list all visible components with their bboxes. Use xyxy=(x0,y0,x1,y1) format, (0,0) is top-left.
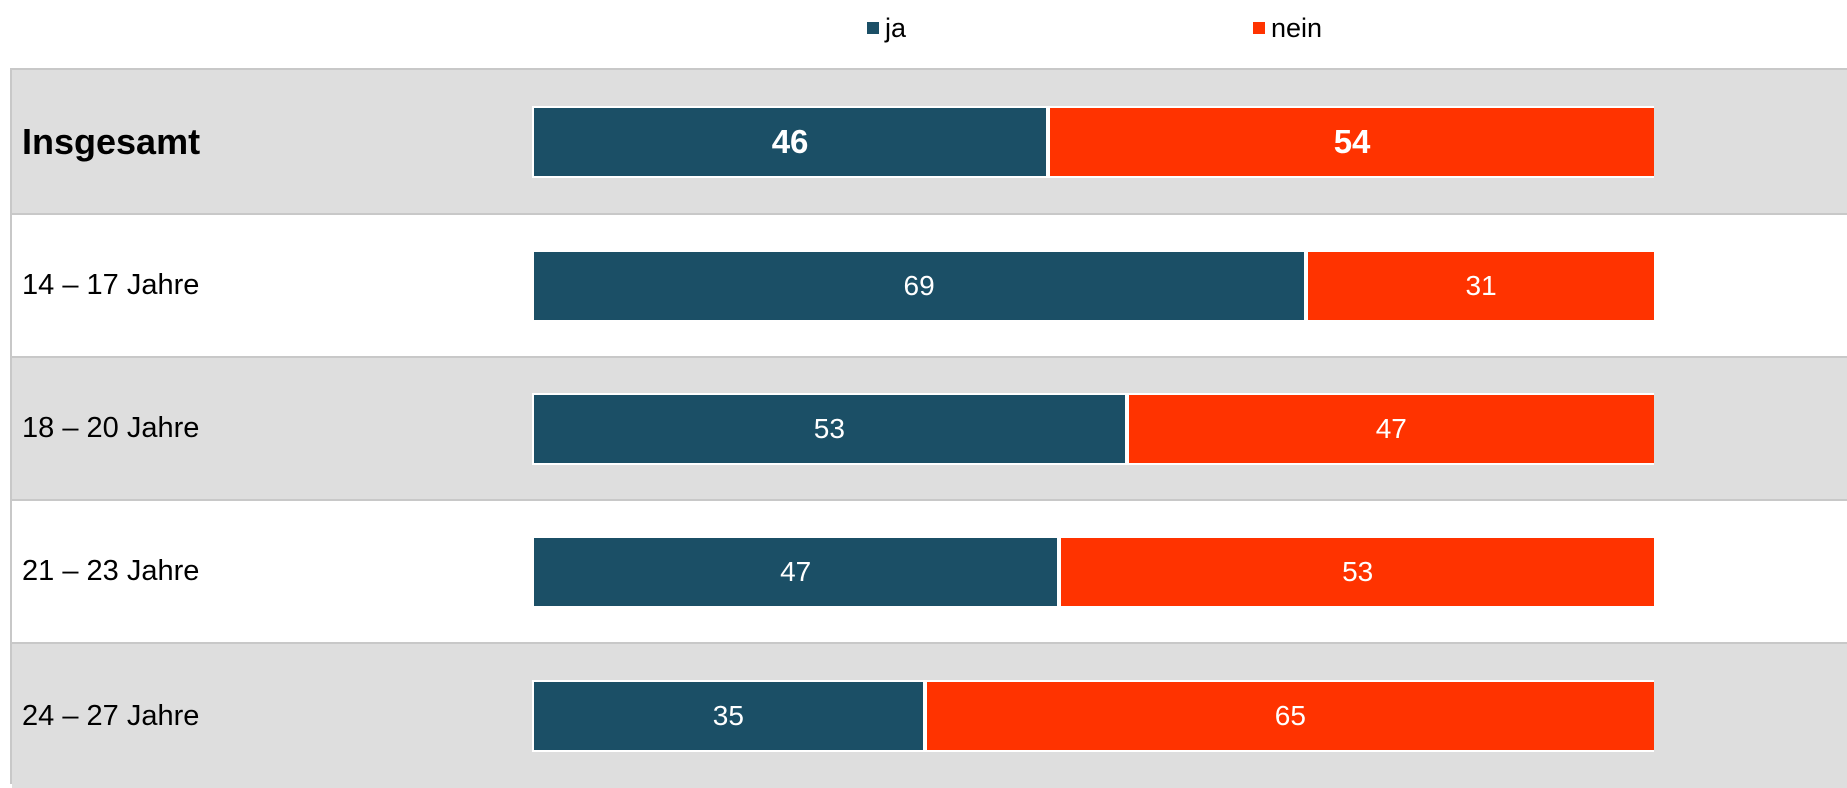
chart-table: Insgesamt 46 54 14 – 17 Jahre 69 31 18 –… xyxy=(10,68,1847,788)
bar-ja: 53 xyxy=(534,394,1125,463)
bar-nein: 53 xyxy=(1061,537,1654,606)
legend-label-ja: ja xyxy=(885,12,907,43)
chart-row-18-20: 18 – 20 Jahre 53 47 xyxy=(12,358,1847,501)
legend-swatch-ja xyxy=(867,22,879,34)
bar-track: 46 54 xyxy=(532,105,1654,178)
legend-swatch-nein xyxy=(1253,22,1265,34)
bar-nein: 47 xyxy=(1128,394,1654,463)
bar-track: 69 31 xyxy=(532,249,1654,322)
bar-nein: 65 xyxy=(926,682,1654,750)
bar-nein: 54 xyxy=(1050,107,1654,176)
category-label: Insgesamt xyxy=(22,120,201,162)
legend-item-nein: nein xyxy=(1253,8,1322,48)
chart-row-24-27: 24 – 27 Jahre 35 65 xyxy=(12,644,1847,788)
category-label: 14 – 17 Jahre xyxy=(22,269,200,301)
bar-nein: 31 xyxy=(1308,251,1654,320)
bar-track: 35 65 xyxy=(532,680,1654,752)
legend-label-nein: nein xyxy=(1271,12,1323,43)
chart-row-insgesamt: Insgesamt 46 54 xyxy=(12,70,1847,215)
chart-row-14-17: 14 – 17 Jahre 69 31 xyxy=(12,215,1847,358)
category-label: 18 – 20 Jahre xyxy=(22,412,200,444)
bar-ja: 46 xyxy=(534,107,1047,176)
category-label: 24 – 27 Jahre xyxy=(22,699,200,732)
bar-ja: 47 xyxy=(534,537,1058,606)
bar-ja: 69 xyxy=(534,251,1305,320)
legend-item-ja: ja xyxy=(867,8,906,48)
chart-row-21-23: 21 – 23 Jahre 47 53 xyxy=(12,501,1847,644)
bar-track: 47 53 xyxy=(532,535,1654,608)
category-label: 21 – 23 Jahre xyxy=(22,555,200,587)
legend: ja nein xyxy=(0,8,1847,48)
bar-track: 53 47 xyxy=(532,392,1654,465)
bar-ja: 35 xyxy=(534,682,923,750)
